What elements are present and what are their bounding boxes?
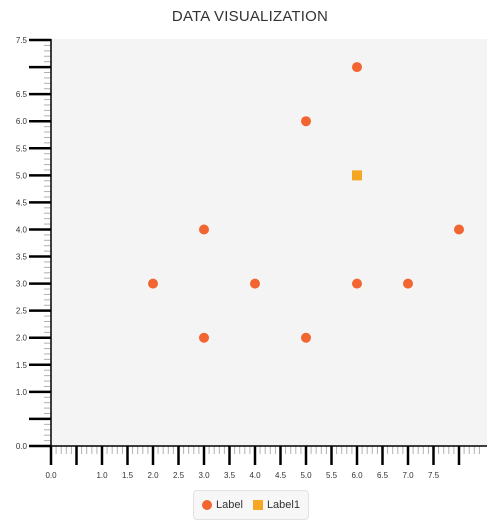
y-tick-label: 3.0 [16,280,28,289]
plot-background [51,39,487,446]
x-tick-label: 2.5 [173,471,185,480]
data-point-circle [352,62,362,72]
x-tick-label: 0.0 [45,471,57,480]
y-tick-label: 6.0 [16,117,28,126]
x-tick-label: 3.5 [224,471,236,480]
y-tick-label: 3.5 [16,253,28,262]
y-axis: 0.0 1.0 1.5 2.0 2.5 3.0 3.5 4.0 4.5 5.0 5.5 6.0 6.5 7… [16,36,51,451]
legend-square-icon [253,500,263,510]
data-point-square [352,170,362,180]
data-point-circle [301,116,311,126]
x-tick-label: 6.5 [377,471,389,480]
y-tick-label: 1.5 [16,361,28,370]
legend-item-label: Label [202,499,243,511]
x-tick-label: 5.0 [300,471,312,480]
data-point-circle [250,279,260,289]
x-tick-label: 7.5 [428,471,440,480]
x-axis: 0.0 1.0 1.5 2.0 2.5 3.0 3.5 4.0 4.5 5.0 5.5 6.0 6.5 7… [45,446,487,480]
data-point-circle [403,279,413,289]
x-tick-label: 1.0 [96,471,108,480]
y-tick-label: 5.0 [16,171,28,180]
x-tick-label: 7.0 [402,471,414,480]
data-point-circle [352,279,362,289]
data-point-circle [199,333,209,343]
legend-label: Label [216,499,243,511]
y-tick-label: 7.5 [16,36,28,45]
legend: Label Label1 [193,490,309,520]
y-tick-label: 2.5 [16,307,28,316]
data-point-circle [148,279,158,289]
data-point-circle [301,333,311,343]
x-tick-label: 1.5 [122,471,134,480]
data-point-circle [454,224,464,234]
x-tick-label: 6.0 [351,471,363,480]
y-tick-label: 1.0 [16,388,28,397]
legend-circle-icon [202,500,212,510]
y-tick-label: 2.0 [16,334,28,343]
y-tick-label: 4.5 [16,198,28,207]
legend-label: Label1 [267,499,300,511]
x-tick-label: 3.0 [198,471,210,480]
data-point-circle [199,224,209,234]
x-tick-label: 5.5 [326,471,338,480]
y-tick-label: 0.0 [16,442,28,451]
x-tick-label: 4.0 [249,471,261,480]
y-tick-label: 4.0 [16,225,28,234]
legend-item-label1: Label1 [253,499,300,511]
y-tick-label: 5.5 [16,144,28,153]
x-tick-label: 2.0 [147,471,159,480]
y-tick-label: 6.5 [16,90,28,99]
x-tick-label: 4.5 [275,471,287,480]
